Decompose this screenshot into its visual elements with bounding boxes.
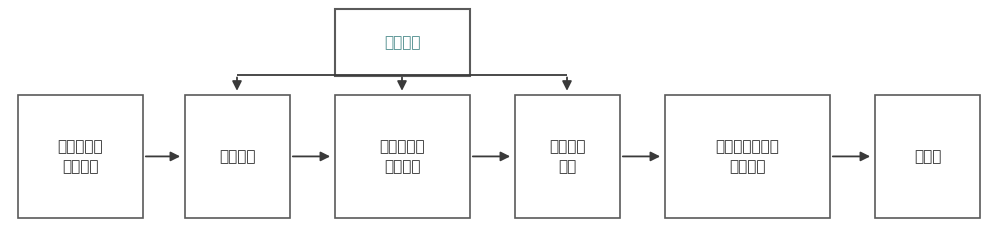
- Text: 阻抗调节
单元: 阻抗调节 单元: [549, 139, 586, 174]
- FancyBboxPatch shape: [335, 95, 470, 218]
- FancyBboxPatch shape: [185, 95, 290, 218]
- FancyBboxPatch shape: [335, 9, 470, 76]
- Text: 自适应三相
整流单元: 自适应三相 整流单元: [380, 139, 425, 174]
- FancyBboxPatch shape: [875, 95, 980, 218]
- FancyBboxPatch shape: [665, 95, 830, 218]
- Text: 三相随机交
流电电源: 三相随机交 流电电源: [58, 139, 103, 174]
- FancyBboxPatch shape: [18, 95, 143, 218]
- Text: 微控制器: 微控制器: [384, 35, 421, 50]
- Text: 锤电池: 锤电池: [914, 149, 941, 164]
- Text: 切换单元: 切换单元: [219, 149, 256, 164]
- Text: 升降压直流电压
转换单元: 升降压直流电压 转换单元: [716, 139, 779, 174]
- FancyBboxPatch shape: [515, 95, 620, 218]
